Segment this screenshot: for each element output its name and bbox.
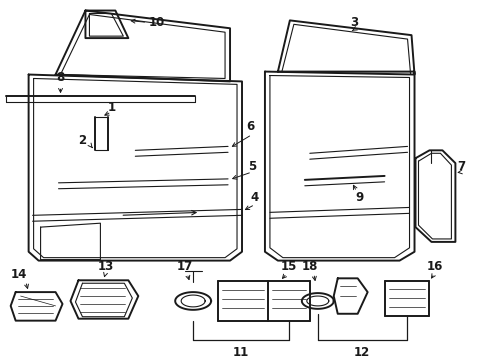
Text: 16: 16	[426, 260, 442, 273]
Text: 3: 3	[350, 16, 358, 29]
Text: 1: 1	[107, 100, 115, 113]
Text: 8: 8	[56, 71, 64, 84]
Text: 10: 10	[148, 16, 164, 29]
Text: 13: 13	[97, 260, 113, 273]
Text: 5: 5	[247, 159, 256, 172]
Text: 9: 9	[355, 191, 363, 204]
Text: 17: 17	[177, 260, 193, 273]
Text: 7: 7	[456, 159, 465, 172]
Text: 15: 15	[280, 260, 296, 273]
Text: 18: 18	[301, 260, 317, 273]
Text: 4: 4	[250, 191, 259, 204]
Text: 2: 2	[78, 134, 86, 147]
Text: 6: 6	[245, 120, 254, 133]
Text: 12: 12	[353, 346, 369, 359]
Text: 11: 11	[232, 346, 248, 359]
Text: 14: 14	[10, 268, 27, 281]
